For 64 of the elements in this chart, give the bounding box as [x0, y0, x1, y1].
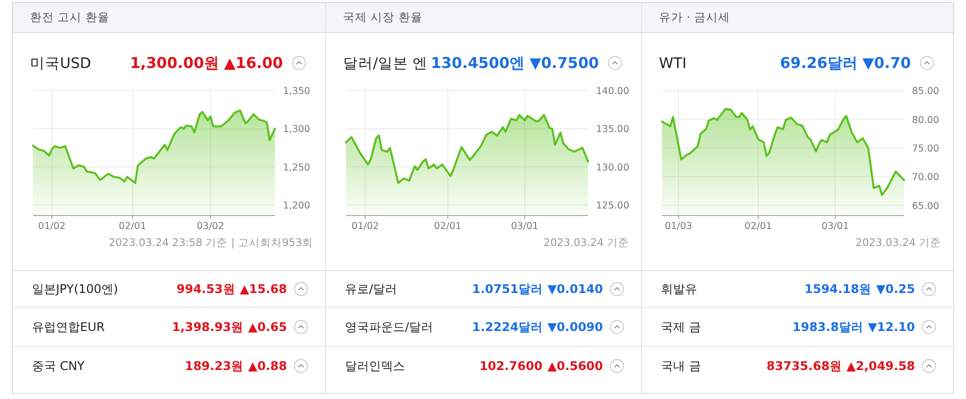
text: 유럽연합EUR: [32, 320, 105, 334]
y-tick-label: 135.00: [596, 124, 630, 136]
x-tick-label: 02/01: [434, 221, 462, 232]
y-tick-label: 1,250: [283, 162, 310, 174]
x-tick-label: 01/03: [664, 221, 692, 232]
text: 휘발유: [661, 282, 697, 296]
y-tick-label: 65.00: [912, 200, 940, 212]
text: 1.0751달러: [472, 282, 542, 296]
text: 83735.68원: [766, 359, 842, 373]
text: 국내 금: [661, 359, 701, 373]
text: 달러/일본 엔: [343, 56, 428, 72]
text: ▼12.10: [868, 320, 915, 334]
x-tick-label: 01/02: [352, 221, 379, 232]
chart-title: 환전 고시 환율: [30, 10, 110, 24]
text: 국제 금: [661, 320, 701, 334]
text: ▲15.68: [240, 282, 287, 296]
x-tick-label: 02/01: [118, 221, 146, 232]
text: 1,300.00원: [130, 54, 220, 72]
y-tick-label: 1,200: [283, 200, 310, 212]
text: 1594.18원: [804, 282, 872, 296]
y-tick-label: 1,350: [283, 86, 310, 98]
text: ▲0.5600: [547, 359, 603, 373]
y-tick-label: 75.00: [912, 143, 940, 154]
text: 유로/달러: [345, 282, 398, 296]
y-tick-label: 70.00: [912, 172, 940, 184]
text: 994.53원: [176, 282, 235, 296]
chart-title: 국제 시장 환율: [343, 10, 422, 24]
text: ▼0.7500: [530, 54, 599, 72]
text: WTI: [659, 56, 686, 72]
x-tick-label: 03/01: [822, 221, 849, 232]
y-tick-label: 80.00: [912, 114, 940, 126]
chart-title: 유가 · 금시세: [659, 10, 730, 24]
text: 69.26달러: [780, 54, 858, 72]
text: 일본JPY(100엔): [32, 282, 118, 296]
text: 미국USD: [30, 56, 91, 72]
text: ▼0.25: [876, 282, 915, 296]
y-tick-label: 85.00: [912, 86, 940, 98]
y-tick-label: 1,300: [283, 124, 310, 136]
x-tick-label: 03/01: [511, 221, 538, 232]
x-tick-label: 03/02: [196, 221, 224, 232]
text: ▼0.70: [862, 54, 911, 72]
x-tick-label: 02/01: [744, 221, 772, 232]
text: ▲0.88: [248, 359, 287, 373]
text: ▲16.00: [224, 54, 283, 72]
text: 2023.03.24 기준: [544, 237, 629, 249]
text: ▲0.65: [248, 320, 287, 334]
y-tick-label: 130.00: [596, 162, 630, 174]
text: 1.2224달러: [472, 320, 542, 334]
text: 달러인덱스: [345, 359, 405, 373]
text: 102.7600: [479, 359, 542, 373]
text: 1,398.93원: [172, 320, 244, 334]
text: ▼0.0140: [547, 282, 603, 296]
text: 189.23원: [184, 359, 244, 373]
text: 영국파운드/달러: [345, 320, 434, 334]
text: 2023.03.24 23:58 기준 | 고시회차953회: [108, 237, 313, 249]
text: 1983.8달러: [792, 320, 863, 334]
y-tick-label: 140.00: [596, 86, 630, 98]
text: 중국 CNY: [32, 359, 86, 373]
y-tick-label: 125.00: [596, 200, 630, 212]
text: ▲2,049.58: [846, 359, 915, 373]
text: ▼0.0090: [547, 320, 603, 334]
x-tick-label: 01/02: [38, 221, 66, 232]
text: 130.4500엔: [430, 54, 525, 72]
text: 2023.03.24 기준: [856, 237, 941, 249]
